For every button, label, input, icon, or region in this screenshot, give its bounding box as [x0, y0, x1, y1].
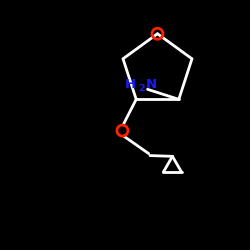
Text: H: H — [125, 78, 136, 91]
Text: 2: 2 — [138, 84, 145, 93]
Text: N: N — [146, 78, 157, 91]
